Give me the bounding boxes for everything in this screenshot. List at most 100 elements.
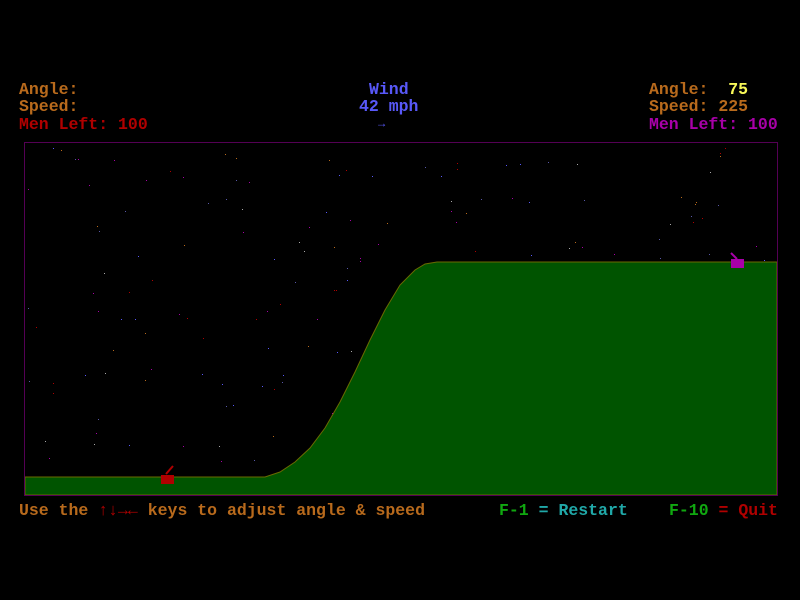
star (170, 171, 171, 172)
star (696, 202, 697, 203)
star (226, 406, 227, 407)
p2-speed-label: Speed: (649, 97, 709, 116)
star (184, 245, 185, 246)
instructions: Use the ↑↓→← keys to adjust angle & spee… (19, 502, 425, 519)
star (350, 220, 351, 221)
star (693, 222, 694, 223)
instructions-suffix: keys to adjust angle & speed (147, 501, 425, 520)
star (129, 445, 130, 446)
star (28, 189, 29, 190)
star (145, 333, 146, 334)
star (93, 293, 94, 294)
star (29, 381, 30, 382)
star (756, 246, 757, 247)
star (336, 290, 337, 291)
star (337, 352, 338, 353)
p1-men-value: 100 (118, 115, 148, 134)
star (670, 224, 671, 225)
star (577, 164, 578, 165)
star (326, 212, 327, 213)
star (97, 226, 98, 227)
star (299, 242, 300, 243)
star (660, 258, 661, 259)
equals: = (718, 501, 729, 520)
p2-angle-label: Angle: (649, 80, 709, 99)
star (225, 154, 226, 155)
star (221, 461, 222, 462)
star (219, 446, 220, 447)
equals: = (538, 501, 549, 520)
star (466, 213, 467, 214)
star (451, 211, 452, 212)
star (764, 260, 765, 261)
star (456, 222, 457, 223)
star (332, 413, 333, 414)
star (222, 384, 223, 385)
star (387, 223, 388, 224)
p2-speed: Speed: 225 (649, 98, 748, 115)
star (614, 254, 615, 255)
star (372, 176, 373, 177)
star (520, 164, 521, 165)
star (262, 386, 263, 387)
star (53, 393, 54, 394)
star (457, 169, 458, 170)
star (36, 327, 37, 328)
star (720, 153, 721, 154)
star (441, 176, 442, 177)
star (457, 163, 458, 164)
player2-cannon (730, 252, 744, 268)
star (295, 282, 296, 283)
star (152, 280, 153, 281)
star (208, 203, 209, 204)
star (94, 444, 95, 445)
star (308, 346, 309, 347)
p1-angle-label: Angle: (19, 80, 79, 99)
star (274, 259, 275, 260)
star (569, 248, 570, 249)
restart-button[interactable]: F-1 = Restart (499, 502, 628, 519)
star (710, 172, 711, 173)
star (378, 244, 379, 245)
star (681, 197, 682, 198)
star (203, 338, 204, 339)
star (114, 160, 115, 161)
star (105, 373, 106, 374)
p2-men-label: Men Left: (649, 115, 739, 134)
star (280, 304, 281, 305)
star (113, 350, 114, 351)
star (242, 209, 243, 210)
star (121, 319, 122, 320)
star (451, 201, 452, 202)
quit-label: Quit (738, 501, 778, 520)
star (709, 254, 710, 255)
star (691, 216, 692, 217)
star (720, 156, 721, 157)
star (334, 247, 335, 248)
star (138, 256, 139, 257)
wind-arrow-icon: → (378, 117, 386, 131)
star (243, 232, 244, 233)
restart-key: F-1 (499, 501, 529, 520)
star (125, 211, 126, 212)
star (347, 280, 348, 281)
star (85, 375, 86, 376)
star (725, 148, 726, 149)
star (360, 261, 361, 262)
star (531, 255, 532, 256)
star (273, 436, 274, 437)
star (360, 258, 361, 259)
star (347, 268, 348, 269)
restart-label: Restart (558, 501, 628, 520)
star (145, 380, 146, 381)
star (236, 158, 237, 159)
star (425, 167, 426, 168)
p2-angle: Angle: 75 (649, 81, 748, 98)
p2-angle-value: 75 (728, 80, 749, 99)
star (582, 247, 583, 248)
star (317, 319, 318, 320)
quit-button[interactable]: F-10 = Quit (669, 502, 778, 519)
star (202, 374, 203, 375)
star (268, 348, 269, 349)
star (151, 369, 152, 370)
